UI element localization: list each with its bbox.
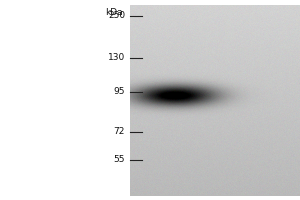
Text: 72: 72 xyxy=(114,128,125,136)
Text: 130: 130 xyxy=(108,53,125,62)
Text: 95: 95 xyxy=(113,88,125,97)
Text: 55: 55 xyxy=(113,156,125,164)
Text: kDa: kDa xyxy=(105,8,123,17)
Text: 250: 250 xyxy=(108,11,125,21)
